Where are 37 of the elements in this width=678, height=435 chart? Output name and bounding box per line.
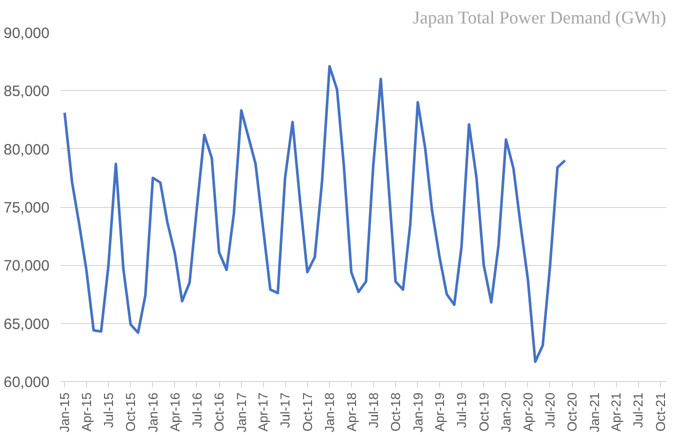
x-tick-label: Apr-15 [78, 392, 94, 432]
x-tick-label: Apr-18 [344, 392, 359, 432]
x-tick-label: Jul-18 [366, 392, 381, 428]
x-tick-label: Apr-16 [167, 392, 182, 432]
y-tick-label: 65,000 [4, 316, 50, 333]
x-tick-label: Jan-16 [145, 392, 160, 432]
x-tick-label: Apr-17 [256, 392, 271, 432]
x-tick-label: Jan-15 [57, 392, 72, 432]
x-tick-label: Jul-20 [542, 392, 558, 428]
x-tick-label: Jan-18 [322, 392, 338, 432]
x-tick-label: Oct-21 [652, 392, 668, 432]
x-tick-label: Jul-19 [454, 392, 470, 428]
x-tick-label: Jan-19 [410, 392, 426, 432]
y-tick-label: 90,000 [4, 25, 50, 42]
x-tick-label: Apr-20 [520, 392, 536, 432]
x-tick-label: Oct-15 [123, 392, 138, 432]
x-tick-label: Apr-19 [432, 392, 448, 432]
x-tick-label: Jan-20 [498, 392, 514, 432]
x-tick-label: Jul-17 [278, 392, 293, 428]
y-tick-label: 80,000 [4, 141, 50, 158]
chart-title: Japan Total Power Demand (GWh) [412, 8, 666, 28]
y-tick-label: 75,000 [4, 200, 50, 216]
x-tick-label: Oct-19 [476, 392, 492, 432]
y-tick-label: 85,000 [4, 83, 50, 100]
x-tick-label: Oct-20 [564, 392, 580, 432]
y-tick-label: 70,000 [4, 258, 50, 275]
x-tick-label: Oct-18 [388, 392, 404, 432]
x-tick-label: Oct-16 [212, 392, 227, 432]
x-tick-label: Jan-17 [234, 392, 249, 432]
x-tick-label: Jul-21 [630, 392, 646, 428]
x-tick-label: Apr-21 [608, 392, 624, 432]
x-tick-label: Jan-21 [586, 392, 602, 432]
y-tick-label: 60,000 [4, 374, 50, 391]
x-tick-label: Oct-17 [300, 392, 315, 432]
x-tick-label: Jul-15 [100, 392, 116, 428]
line-series [63, 64, 566, 364]
x-tick-label: Jul-16 [189, 392, 204, 428]
